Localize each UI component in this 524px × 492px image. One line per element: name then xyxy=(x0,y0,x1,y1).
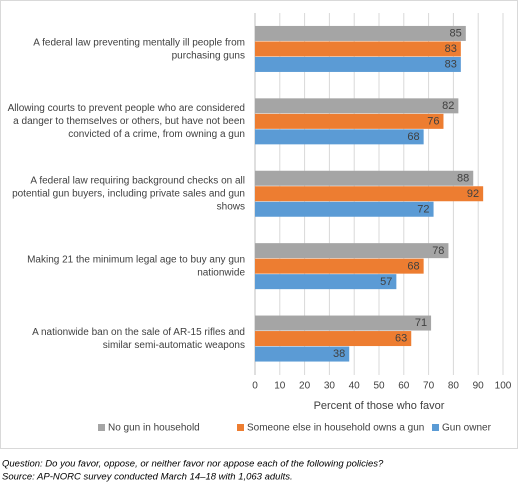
x-tick-label: 20 xyxy=(299,381,311,392)
category-label: convicted of a crime, from owning a gun xyxy=(68,129,245,140)
value-label: 83 xyxy=(445,59,457,71)
legend-swatch xyxy=(237,424,244,431)
category-label: A federal law requiring background check… xyxy=(30,176,245,187)
bar xyxy=(255,186,484,202)
value-label: 78 xyxy=(432,245,444,257)
category-label: similar semi-automatic weapons xyxy=(103,340,245,351)
category-label: Allowing courts to prevent people who ar… xyxy=(8,103,245,114)
bar xyxy=(255,25,466,41)
x-tick-label: 90 xyxy=(473,381,485,392)
value-label: 92 xyxy=(467,188,479,200)
bar xyxy=(255,315,432,331)
value-label: 38 xyxy=(333,348,345,360)
footnote: Source: AP-NORC survey conducted March 1… xyxy=(2,472,293,483)
category-label: purchasing guns xyxy=(172,50,245,61)
category-label: A federal law preventing mentally ill pe… xyxy=(33,37,245,48)
value-label: 82 xyxy=(442,100,454,112)
category-label: nationwide xyxy=(197,268,245,279)
value-label: 88 xyxy=(457,172,469,184)
legend-label: No gun in household xyxy=(108,423,200,434)
x-tick-label: 80 xyxy=(448,381,460,392)
bar xyxy=(255,113,444,129)
x-tick-label: 30 xyxy=(324,381,336,392)
value-label: 72 xyxy=(417,203,429,215)
value-label: 57 xyxy=(380,276,392,288)
bar xyxy=(255,346,350,362)
x-tick-label: 50 xyxy=(373,381,385,392)
x-tick-label: 10 xyxy=(274,381,286,392)
category-label: Making 21 the minimum legal age to buy a… xyxy=(27,255,245,266)
value-label: 85 xyxy=(450,28,462,40)
x-tick-label: 70 xyxy=(423,381,435,392)
category-label: a danger to themselves or others, but ha… xyxy=(13,116,245,127)
category-label: potential gun buyers, including private … xyxy=(12,189,245,200)
bar xyxy=(255,56,461,72)
bar xyxy=(255,98,459,114)
x-tick-label: 60 xyxy=(398,381,410,392)
category-label: shows xyxy=(217,202,245,213)
bar xyxy=(255,331,412,347)
bar xyxy=(255,170,474,186)
x-tick-label: 40 xyxy=(349,381,361,392)
value-label: 63 xyxy=(395,333,407,345)
legend-swatch xyxy=(98,424,105,431)
bar xyxy=(255,274,397,290)
value-label: 68 xyxy=(407,131,419,143)
bar xyxy=(255,243,449,259)
bar xyxy=(255,258,424,274)
x-tick-label: 100 xyxy=(495,381,512,392)
value-label: 68 xyxy=(407,260,419,272)
legend-swatch xyxy=(432,424,439,431)
value-label: 71 xyxy=(415,317,427,329)
value-label: 76 xyxy=(427,116,439,128)
value-label: 83 xyxy=(445,43,457,55)
chart-border xyxy=(0,0,518,449)
x-axis-title: Percent of those who favor xyxy=(314,400,445,412)
category-label: A nationwide ban on the sale of AR-15 ri… xyxy=(32,327,245,338)
footnote: Question: Do you favor, oppose, or neith… xyxy=(2,459,384,470)
bar xyxy=(255,129,424,145)
bar xyxy=(255,41,461,57)
bar xyxy=(255,201,434,217)
x-tick-label: 0 xyxy=(252,381,258,392)
legend-label: Someone else in household owns a gun xyxy=(247,423,424,434)
legend-label: Gun owner xyxy=(442,423,492,434)
